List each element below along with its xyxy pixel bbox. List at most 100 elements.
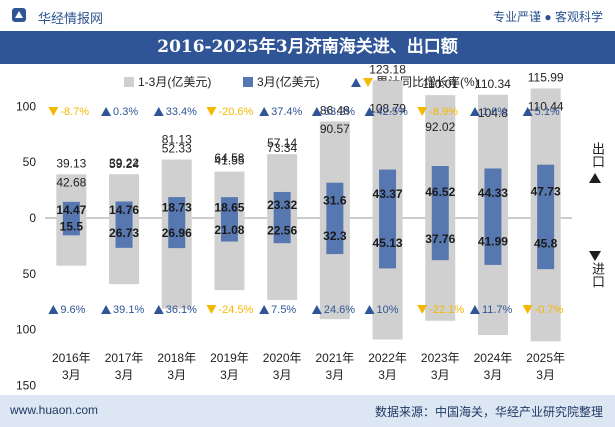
x-tick-label-year: 2021年: [315, 351, 354, 365]
export-growth-label: -8.9%: [429, 106, 458, 118]
y-tick-label: 100: [16, 323, 36, 337]
export-cumulative-label: 123.18: [369, 64, 406, 76]
import-cumulative-label: 81.13: [162, 132, 192, 146]
export-cumulative-label: 57.14: [267, 136, 297, 150]
export-march-bar: [537, 164, 555, 218]
y-tick-label: 0: [29, 211, 36, 225]
x-tick-label-year: 2022年: [368, 351, 407, 365]
import-growth-up-icon: [101, 305, 112, 314]
footer-bar: www.huaon.com 数据来源：中国海关，华经产业研究院整理: [0, 395, 615, 427]
x-tick-label-year: 2016年: [52, 351, 91, 365]
export-growth-down-icon: [206, 107, 217, 116]
import-march-label: 15.5: [60, 220, 84, 234]
export-march-label: 46.52: [425, 185, 455, 199]
export-growth-label: 53.2%: [324, 106, 355, 118]
import-march-bar: [62, 218, 80, 236]
import-growth-label: 9.6%: [60, 304, 85, 316]
export-growth-label: 1.6%: [482, 106, 507, 118]
export-march-label: 47.73: [531, 184, 561, 198]
export-march-bar: [273, 191, 291, 218]
export-march-bar: [379, 169, 397, 218]
data-source: 数据来源：中国海关，华经产业研究院整理: [374, 405, 603, 419]
x-tick-label-month: 3月: [273, 368, 292, 382]
import-side-label-text: 进口: [590, 262, 605, 288]
huajing-logo-icon: [12, 8, 26, 22]
x-tick-label-month: 3月: [326, 368, 345, 382]
x-tick-label-month: 3月: [115, 368, 134, 382]
y-tick-label: 50: [23, 267, 37, 281]
export-cumulative-label: 52.33: [162, 142, 192, 156]
export-cumulative-label: 41.55: [214, 154, 244, 168]
import-march-bar: [537, 218, 555, 270]
export-growth-label: -8.7%: [60, 106, 89, 118]
x-tick-label-year: 2024年: [474, 351, 513, 365]
brand-name: 华经情报网: [38, 11, 104, 26]
legend-label-cumulative: 1-3月(亿美元): [138, 74, 211, 89]
import-march-label: 21.08: [214, 223, 244, 237]
y-tick-label: 150: [16, 379, 36, 393]
import-growth-label: 11.7%: [482, 304, 513, 316]
import-cumulative-label: 42.68: [56, 175, 86, 189]
export-march-bar: [484, 168, 502, 218]
export-growth-label: -20.6%: [218, 106, 253, 118]
import-growth-up-icon: [469, 305, 480, 314]
import-march-label: 41.99: [478, 234, 508, 248]
chart-title: 2016-2025年3月济南海关进、出口额: [0, 31, 615, 64]
legend-swatch-march: [243, 77, 253, 87]
x-tick-label-month: 3月: [220, 368, 239, 382]
import-side-label: 进口: [588, 262, 607, 288]
import-cumulative-label: 73.34: [267, 141, 297, 155]
export-march-label: 31.6: [323, 193, 347, 207]
export-growth-down-icon: [48, 107, 59, 116]
export-march-bar: [220, 197, 238, 218]
export-side-label: 出口: [588, 142, 607, 168]
x-tick-label-year: 2017年: [105, 351, 144, 365]
import-march-bar: [379, 218, 397, 269]
export-march-label: 18.73: [162, 201, 192, 215]
import-growth-label: 10%: [377, 304, 399, 316]
import-march-label: 32.3: [323, 229, 347, 243]
export-march-bar: [168, 197, 186, 218]
x-tick-label-month: 3月: [536, 368, 555, 382]
export-march-bar: [115, 201, 133, 218]
export-arrow-icon: [589, 173, 601, 183]
x-tick-label-year: 2023年: [421, 351, 460, 365]
x-tick-label-year: 2020年: [263, 351, 302, 365]
import-march-label: 22.56: [267, 224, 297, 238]
import-growth-up-icon: [153, 305, 164, 314]
export-march-label: 14.47: [56, 203, 86, 217]
export-march-label: 18.65: [214, 201, 244, 215]
export-cumulative-label: 86.48: [320, 103, 350, 117]
export-march-label: 23.32: [267, 198, 297, 212]
y-tick-label: 50: [23, 155, 37, 169]
export-growth-up-icon: [101, 107, 112, 116]
import-growth-label: 7.5%: [271, 304, 296, 316]
x-tick-label-year: 2019年: [210, 351, 249, 365]
import-growth-up-icon: [259, 305, 270, 314]
import-growth-up-icon: [48, 305, 59, 314]
website-url: www.huaon.com: [10, 403, 99, 417]
import-growth-label: 24.6%: [324, 304, 355, 316]
x-tick-label-year: 2018年: [157, 351, 196, 365]
export-cumulative-label: 39.22: [109, 156, 139, 170]
export-march-bar: [62, 201, 80, 218]
export-growth-label: 0.3%: [113, 106, 138, 118]
export-cumulative-label: 110.01: [422, 77, 458, 91]
export-side-label-text: 出口: [590, 142, 605, 168]
import-cumulative-label: 108.79: [369, 101, 406, 115]
import-march-label: 37.76: [425, 232, 455, 246]
import-growth-label: -0.7%: [535, 304, 564, 316]
export-growth-up-icon: [364, 107, 375, 116]
import-march-bar: [168, 218, 186, 249]
import-cumulative-label: 59.24: [109, 157, 139, 171]
import-march-bar: [484, 218, 502, 265]
import-march-bar: [431, 218, 449, 261]
export-growth-label: 42.5%: [377, 106, 408, 118]
import-growth-up-icon: [311, 305, 322, 314]
import-growth-down-icon: [206, 305, 217, 314]
export-growth-down-icon: [417, 107, 428, 116]
export-cumulative-label: 39.13: [56, 156, 86, 170]
import-march-bar: [326, 218, 344, 255]
export-growth-up-icon: [311, 107, 322, 116]
slogan: 专业严谨 ● 客观科学: [493, 10, 603, 24]
